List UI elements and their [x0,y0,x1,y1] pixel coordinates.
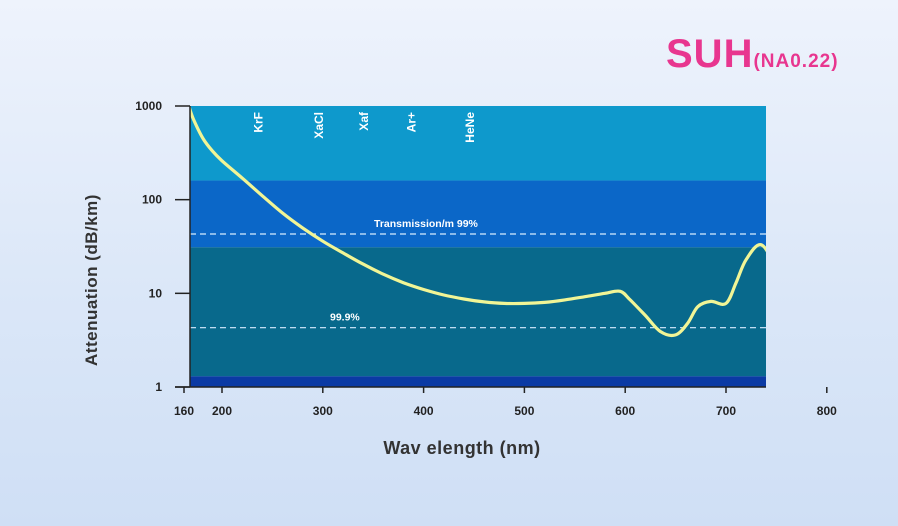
x-tick-label: 600 [615,404,635,418]
brand-suffix: (NA0.22) [753,51,839,72]
x-tick-label: 400 [414,404,434,418]
x-axis-title: Wav elength (nm) [383,438,541,458]
x-tick-label: 500 [514,404,534,418]
series-line [190,106,766,338]
reference-label-0: Transmission/m 99% [374,218,479,230]
annotation-ar-: Ar+ [405,112,419,132]
brand-title: SUH(NA0.22) [666,32,839,77]
attenuation-bands [190,106,766,387]
annotation-xaf: Xaf [357,111,371,131]
band-3 [190,376,766,387]
x-tick-label: 160 [174,404,194,418]
reference-lines: Transmission/m 99% 99.9% [190,218,766,329]
band-1 [190,180,766,248]
annotation-krf: KrF [251,112,265,133]
annotation-hene: HeNe [463,112,477,143]
x-tick-label: 300 [313,404,333,418]
band-2 [190,247,766,377]
x-tick-label: 700 [716,404,736,418]
x-tick-label: 200 [212,404,232,418]
x-tick-label: 800 [817,404,837,418]
brand-name: SUH [666,32,754,76]
y-axis-title: Attenuation (dB/km) [82,194,101,366]
annotation-xacl: XaCl [312,112,326,139]
axes: 1101001000160200300400500600700800900100… [135,99,837,418]
band-0 [190,106,766,181]
y-tick-label: 1 [155,380,162,394]
y-tick-label: 10 [149,286,163,300]
attenuation-curve [190,106,766,338]
reference-label-1: 99.9% [330,312,360,324]
y-tick-label: 100 [142,193,162,207]
y-tick-label: 1000 [135,99,162,113]
